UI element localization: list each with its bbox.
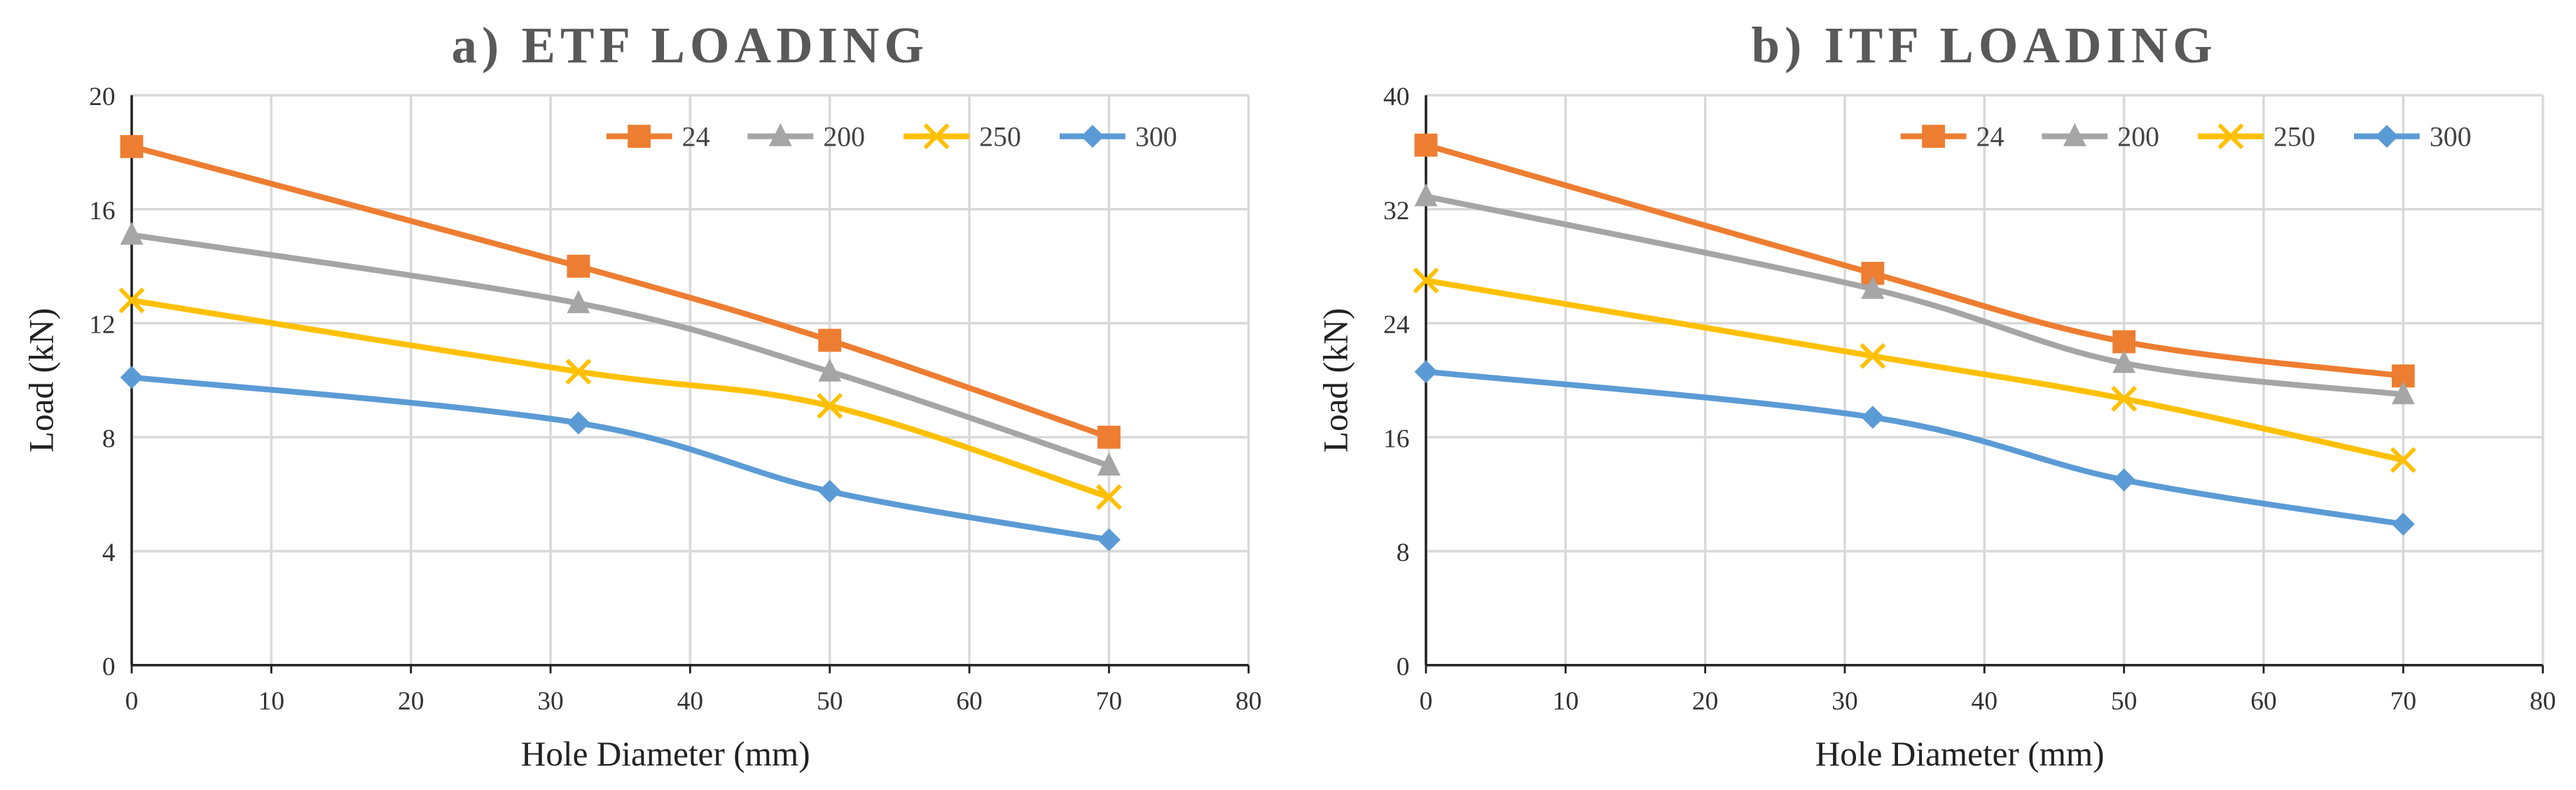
y-tick-label: 8 (102, 424, 116, 453)
marker (1861, 275, 1885, 299)
marker (1414, 183, 1438, 207)
marker (2390, 447, 2416, 473)
legend-label: 24 (682, 121, 710, 153)
marker (567, 254, 590, 278)
x-tick-label: 30 (1831, 687, 1858, 716)
series-line (1425, 368, 2404, 527)
legend-marker (1922, 125, 1946, 148)
marker (1414, 360, 1438, 384)
y-axis-label: Load (kN) (1316, 308, 1355, 452)
y-tick-label: 4 (102, 539, 116, 567)
marker (1861, 406, 1885, 429)
marker (118, 287, 145, 314)
legend-label: 200 (2117, 121, 2159, 153)
y-tick-label: 12 (89, 311, 116, 340)
marker (565, 359, 592, 385)
legend-label: 300 (2430, 121, 2472, 153)
x-tick-label: 40 (677, 687, 704, 716)
x-tick-label: 0 (125, 687, 139, 716)
legend-marker (768, 123, 792, 146)
x-tick-label: 50 (2111, 687, 2138, 716)
marker (818, 480, 842, 503)
x-tick-label: 60 (956, 687, 983, 716)
series-line (1425, 142, 2404, 379)
legend-marker (2217, 123, 2244, 150)
legend-marker (628, 125, 651, 148)
marker (120, 134, 144, 158)
marker (120, 366, 144, 389)
x-tick-label: 80 (1235, 687, 1262, 716)
series-line (1425, 277, 2404, 463)
marker (2112, 349, 2136, 373)
x-tick-label: 80 (2530, 687, 2556, 716)
series-line (130, 144, 1110, 441)
marker (2112, 468, 2136, 492)
marker (567, 290, 590, 314)
y-tick-label: 8 (1397, 539, 1410, 567)
series-line (131, 374, 1110, 543)
series-line (131, 232, 1110, 469)
marker (2112, 330, 2136, 354)
legend-label: 24 (1976, 121, 2004, 153)
chart-title: a) ETF LOADING (452, 17, 929, 74)
marker (2391, 381, 2415, 405)
legend-marker (923, 123, 950, 150)
marker (818, 328, 842, 352)
y-tick-label: 0 (1397, 653, 1410, 681)
legend-label: 250 (2273, 121, 2315, 153)
x-tick-label: 10 (1553, 687, 1579, 716)
x-tick-label: 20 (1692, 687, 1719, 716)
marker (817, 393, 843, 420)
marker (1097, 425, 1121, 449)
y-tick-label: 24 (1383, 311, 1410, 340)
marker (567, 411, 590, 435)
y-tick-label: 20 (89, 83, 116, 111)
x-tick-label: 60 (2250, 687, 2277, 716)
y-tick-label: 16 (89, 197, 116, 226)
series-line (1425, 193, 2404, 398)
x-tick-label: 10 (258, 687, 285, 716)
x-tick-label: 40 (1972, 687, 1998, 716)
legend-marker (2375, 125, 2399, 148)
y-tick-label: 32 (1383, 197, 1410, 226)
legend-marker (2063, 123, 2086, 146)
x-tick-label: 30 (537, 687, 564, 716)
marker (1095, 484, 1122, 511)
marker (2391, 512, 2415, 536)
series-line (131, 297, 1110, 500)
marker (2111, 385, 2138, 412)
y-tick-label: 40 (1383, 83, 1410, 111)
legend-marker (1081, 125, 1105, 148)
x-tick-label: 20 (398, 687, 424, 716)
x-tick-label: 0 (1420, 687, 1433, 716)
y-axis-label: Load (kN) (22, 308, 60, 452)
x-tick-label: 70 (1096, 687, 1123, 716)
marker (1097, 452, 1121, 476)
marker (818, 358, 842, 382)
marker (120, 221, 144, 245)
legend-label: 250 (979, 121, 1021, 153)
x-tick-label: 50 (817, 687, 843, 716)
marker (1414, 133, 1438, 157)
x-axis-label: Hole Diameter (mm) (521, 735, 810, 773)
marker (1413, 267, 1439, 293)
legend-label: 200 (823, 121, 865, 153)
marker (1097, 528, 1121, 552)
x-axis-label: Hole Diameter (mm) (1815, 735, 2105, 773)
x-tick-label: 70 (2390, 687, 2417, 716)
legend-label: 300 (1135, 121, 1177, 153)
marker (1860, 342, 1886, 369)
chart-title: b) ITF LOADING (1752, 17, 2217, 74)
y-tick-label: 0 (102, 653, 116, 681)
y-tick-label: 16 (1383, 424, 1410, 453)
